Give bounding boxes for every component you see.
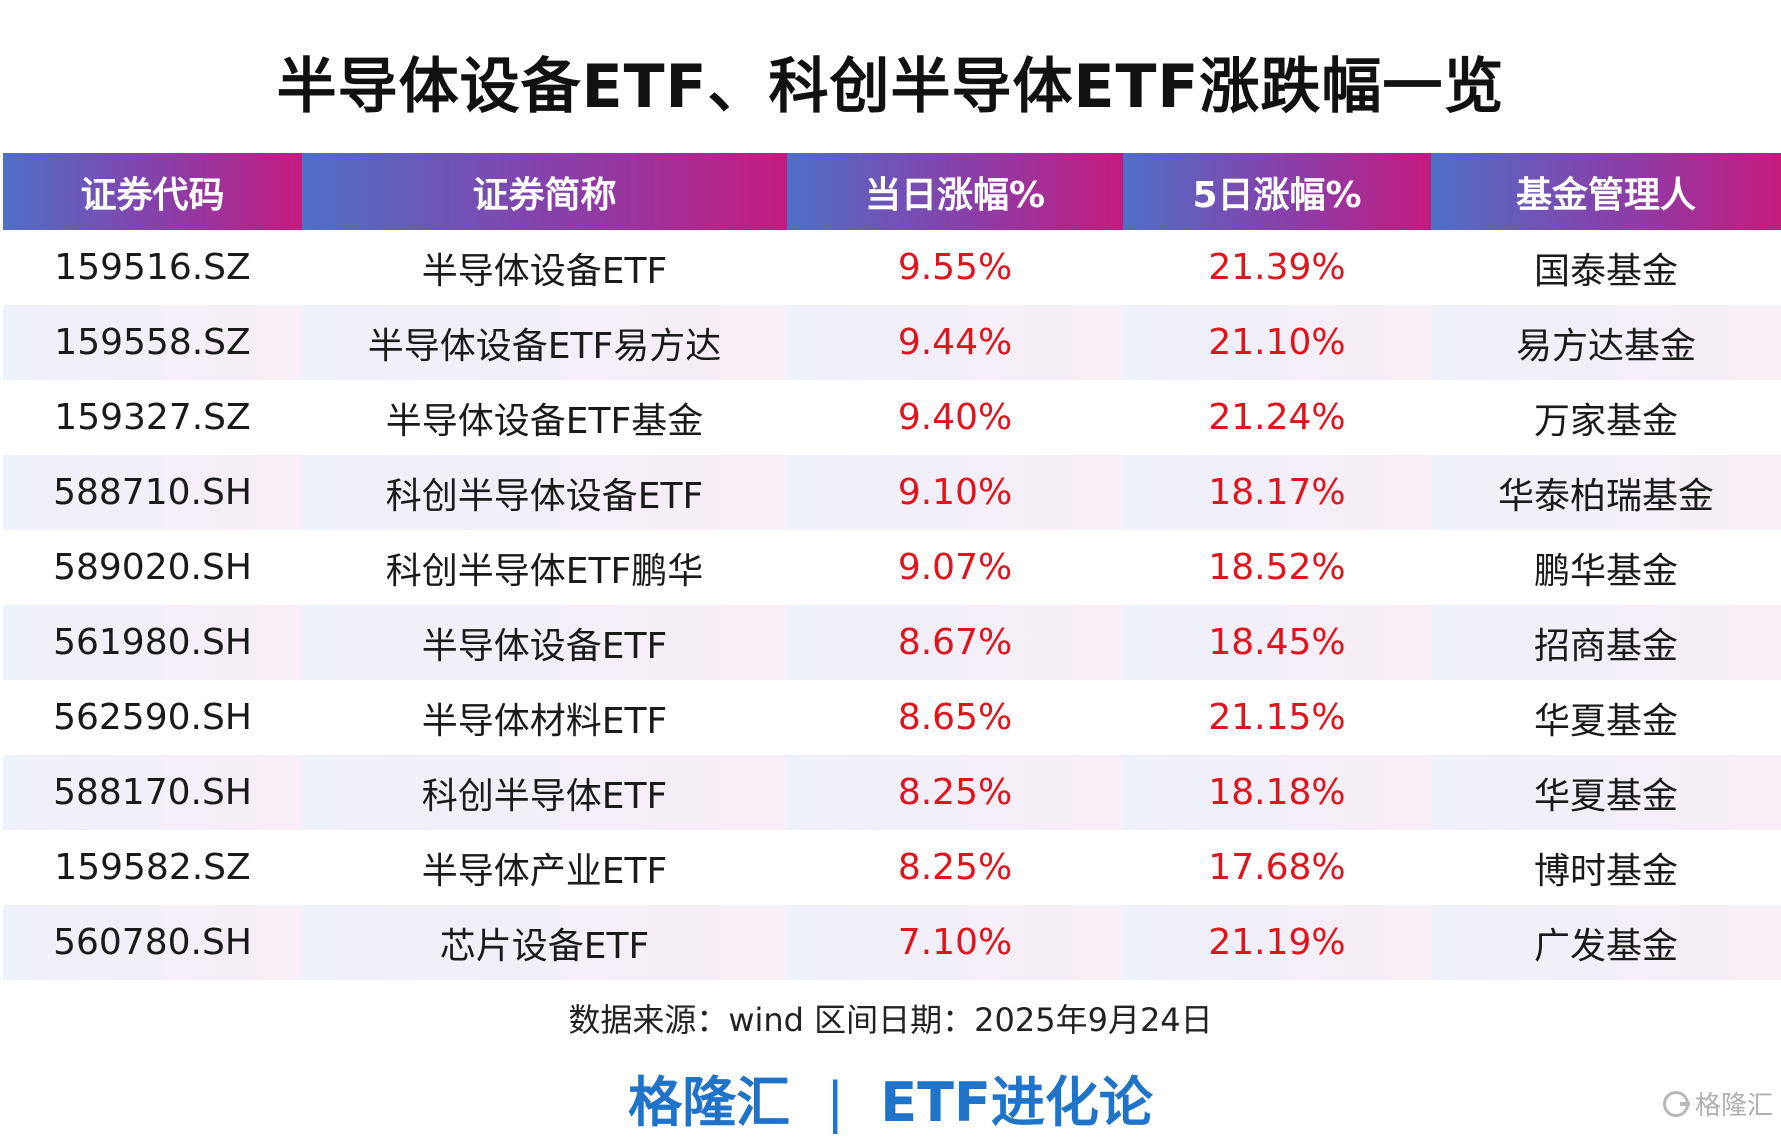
table-row: 562590.SH 半导体材料ETF 8.65% 21.15% 华夏基金	[3, 680, 1781, 755]
cell-5day-change: 18.52%	[1123, 530, 1431, 605]
table-body: 159516.SZ 半导体设备ETF 9.55% 21.39% 国泰基金 159558.S…	[3, 230, 1781, 980]
cell-name: 半导体设备ETF	[302, 605, 787, 680]
watermark: 格隆汇	[1662, 1085, 1773, 1122]
cell-daily-change: 9.44%	[787, 305, 1123, 380]
cell-daily-change: 9.40%	[787, 380, 1123, 455]
column-header-5day-change: 5日涨幅%	[1123, 153, 1431, 230]
cell-manager: 万家基金	[1431, 380, 1781, 455]
column-header-name: 证券简称	[302, 153, 787, 230]
cell-daily-change: 8.25%	[787, 755, 1123, 830]
cell-name: 半导体材料ETF	[302, 680, 787, 755]
cell-5day-change: 21.19%	[1123, 905, 1431, 980]
cell-code: 159558.SZ	[3, 305, 302, 380]
cell-manager: 国泰基金	[1431, 230, 1781, 305]
table-row: 561980.SH 半导体设备ETF 8.67% 18.45% 招商基金	[3, 605, 1781, 680]
cell-code: 588710.SH	[3, 455, 302, 530]
cell-manager: 广发基金	[1431, 905, 1781, 980]
brand-line: 格隆汇 | ETF进化论	[0, 1058, 1781, 1137]
cell-5day-change: 18.45%	[1123, 605, 1431, 680]
cell-name: 科创半导体ETF	[302, 755, 787, 830]
cell-code: 561980.SH	[3, 605, 302, 680]
cell-name: 科创半导体设备ETF	[302, 455, 787, 530]
column-header-manager: 基金管理人	[1431, 153, 1781, 230]
cell-daily-change: 7.10%	[787, 905, 1123, 980]
cell-manager: 招商基金	[1431, 605, 1781, 680]
table-row: 159327.SZ 半导体设备ETF基金 9.40% 21.24% 万家基金	[3, 380, 1781, 455]
table-header-row: 证券代码 证券简称 当日涨幅% 5日涨幅% 基金管理人	[3, 153, 1781, 230]
column-header-code: 证券代码	[3, 153, 302, 230]
cell-5day-change: 21.15%	[1123, 680, 1431, 755]
data-source-note: 数据来源：wind 区间日期：2025年9月24日	[568, 1001, 1213, 1039]
cell-manager: 华夏基金	[1431, 755, 1781, 830]
cell-name: 半导体设备ETF易方达	[302, 305, 787, 380]
gelonghui-logo-icon	[1662, 1090, 1690, 1117]
cell-manager: 华泰柏瑞基金	[1431, 455, 1781, 530]
etf-performance-table: 证券代码 证券简称 当日涨幅% 5日涨幅% 基金管理人 159516.SZ 半导体…	[3, 153, 1781, 980]
cell-code: 159516.SZ	[3, 230, 302, 305]
cell-5day-change: 17.68%	[1123, 830, 1431, 905]
cell-5day-change: 18.18%	[1123, 755, 1431, 830]
cell-daily-change: 8.25%	[787, 830, 1123, 905]
table-row: 159558.SZ 半导体设备ETF易方达 9.44% 21.10% 易方达基金	[3, 305, 1781, 380]
cell-name: 半导体设备ETF	[302, 230, 787, 305]
cell-code: 589020.SH	[3, 530, 302, 605]
cell-5day-change: 21.10%	[1123, 305, 1431, 380]
brand-name: 格隆汇	[628, 1071, 791, 1134]
brand-column-name: ETF进化论	[880, 1071, 1153, 1134]
cell-code: 562590.SH	[3, 680, 302, 755]
cell-code: 588170.SH	[3, 755, 302, 830]
table-row: 589020.SH 科创半导体ETF鹏华 9.07% 18.52% 鹏华基金	[3, 530, 1781, 605]
cell-code: 560780.SH	[3, 905, 302, 980]
cell-name: 芯片设备ETF	[302, 905, 787, 980]
cell-manager: 博时基金	[1431, 830, 1781, 905]
cell-5day-change: 18.17%	[1123, 455, 1431, 530]
brand-separator: |	[826, 1071, 845, 1134]
cell-5day-change: 21.39%	[1123, 230, 1431, 305]
table-row: 159516.SZ 半导体设备ETF 9.55% 21.39% 国泰基金	[3, 230, 1781, 305]
table-row: 159582.SZ 半导体产业ETF 8.25% 17.68% 博时基金	[3, 830, 1781, 905]
cell-name: 科创半导体ETF鹏华	[302, 530, 787, 605]
table-row: 588710.SH 科创半导体设备ETF 9.10% 18.17% 华泰柏瑞基金	[3, 455, 1781, 530]
column-header-daily-change: 当日涨幅%	[787, 153, 1123, 230]
cell-manager: 易方达基金	[1431, 305, 1781, 380]
cell-daily-change: 9.10%	[787, 455, 1123, 530]
cell-daily-change: 8.65%	[787, 680, 1123, 755]
cell-5day-change: 21.24%	[1123, 380, 1431, 455]
cell-name: 半导体产业ETF	[302, 830, 787, 905]
cell-code: 159327.SZ	[3, 380, 302, 455]
cell-manager: 华夏基金	[1431, 680, 1781, 755]
cell-code: 159582.SZ	[3, 830, 302, 905]
cell-daily-change: 9.55%	[787, 230, 1123, 305]
cell-manager: 鹏华基金	[1431, 530, 1781, 605]
cell-name: 半导体设备ETF基金	[302, 380, 787, 455]
cell-daily-change: 9.07%	[787, 530, 1123, 605]
table-row: 588170.SH 科创半导体ETF 8.25% 18.18% 华夏基金	[3, 755, 1781, 830]
table-row: 560780.SH 芯片设备ETF 7.10% 21.19% 广发基金	[3, 905, 1781, 980]
cell-daily-change: 8.67%	[787, 605, 1123, 680]
page-title: 半导体设备ETF、科创半导体ETF涨跌幅一览	[276, 52, 1505, 122]
watermark-text: 格隆汇	[1694, 1091, 1773, 1121]
